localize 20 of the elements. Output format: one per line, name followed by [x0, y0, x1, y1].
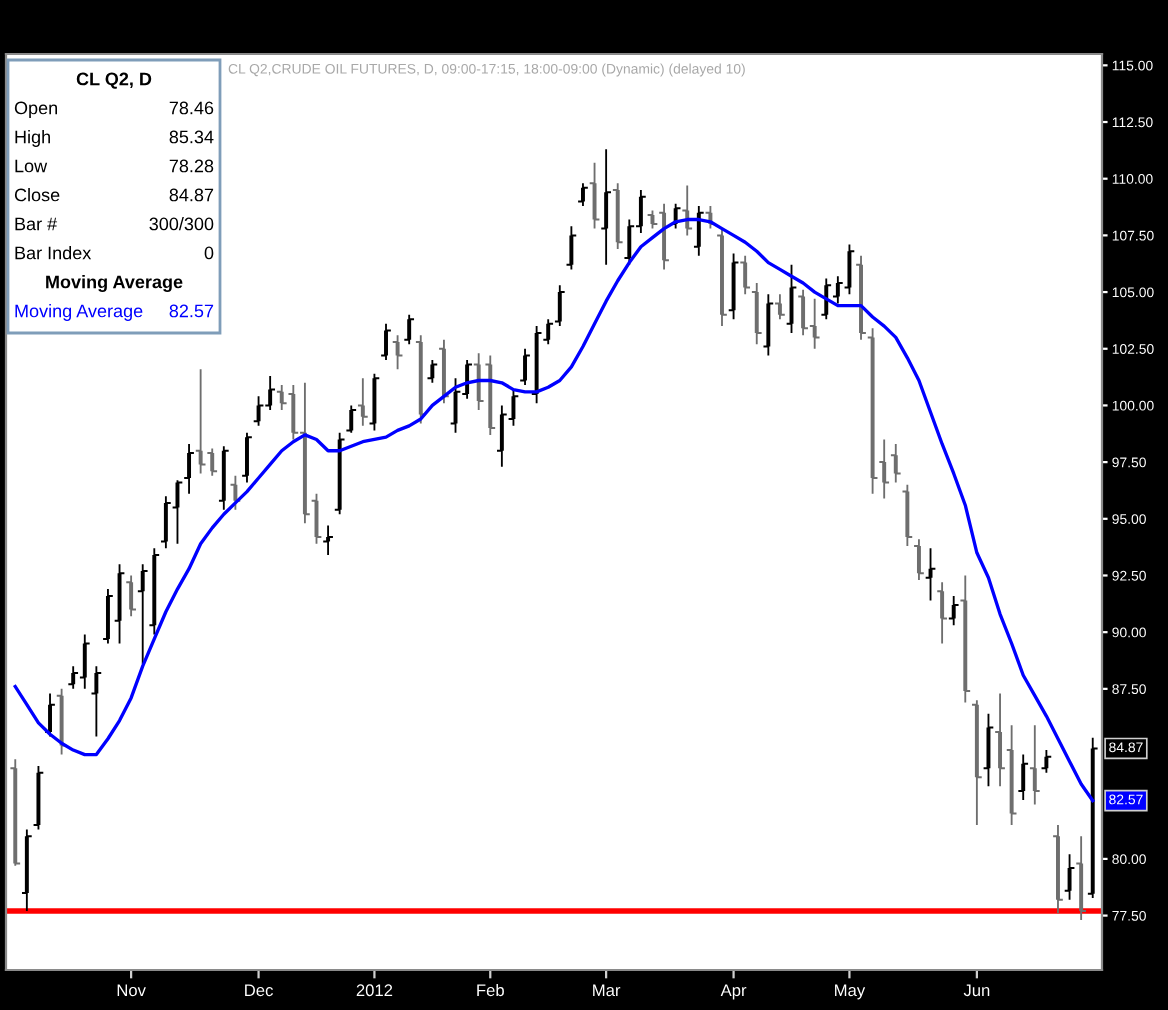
text: Close 84.87 — [14, 188, 214, 202]
text: Open 78.46 — [14, 101, 214, 118]
text: CL Q2, D — [76, 72, 152, 89]
x-tick-label: Dec — [245, 984, 273, 997]
text: Bar Index 0 — [15, 246, 214, 260]
x-tick-label: Mar — [593, 984, 621, 997]
text: 82.57 — [169, 304, 214, 318]
text: Moving Average — [15, 304, 143, 321]
x-tick-label: May — [835, 984, 866, 1000]
x-tick-label: Jun — [963, 984, 990, 997]
x-tick-label: Feb — [477, 983, 504, 997]
line-series — [13, 217, 1095, 803]
text: Low 78.28 — [15, 159, 214, 173]
text: High 85.34 — [15, 130, 214, 147]
x-tick-label: Nov — [117, 984, 146, 997]
candlestick — [195, 369, 206, 474]
x-tick-label: 2012 — [356, 984, 393, 997]
annotation: Moving Average — [46, 275, 183, 292]
x-tick-label: Apr — [720, 984, 747, 1000]
text: Bar # 300/300 — [15, 217, 214, 231]
